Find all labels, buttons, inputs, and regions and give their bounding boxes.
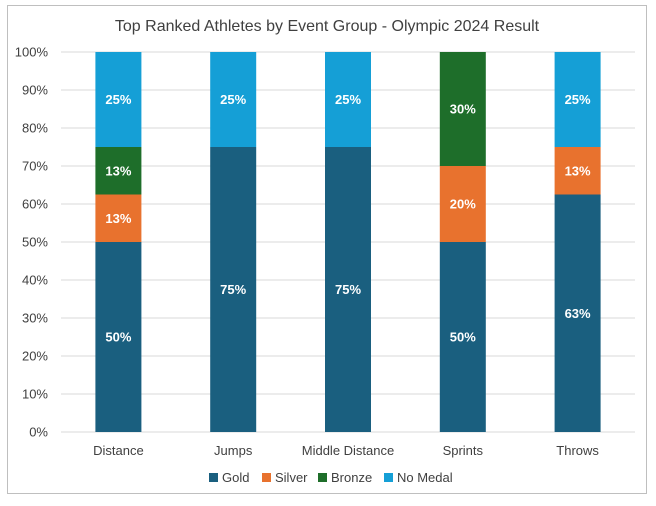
y-tick-label: 90% [22, 83, 48, 98]
x-tick-label: Middle Distance [302, 443, 395, 458]
x-tick-label: Jumps [214, 443, 253, 458]
data-label: 75% [335, 282, 361, 297]
legend-swatch [262, 473, 271, 482]
data-label: 25% [220, 92, 246, 107]
legend-label: Bronze [331, 470, 372, 485]
legend-item: Silver [262, 470, 308, 485]
y-tick-label: 40% [22, 273, 48, 288]
legend-swatch [384, 473, 393, 482]
bar-bronze [95, 147, 142, 195]
bar-no-medal [554, 52, 601, 147]
data-labels: 50% 13% 13% 25% 75% 25% 75% 25% 50% 20% 30% 63% 13% 2… [105, 92, 591, 345]
x-tick-label: Distance [93, 443, 144, 458]
data-label: 63% [565, 306, 591, 321]
legend: Gold Silver Bronze No Medal [209, 470, 453, 485]
data-label: 25% [565, 92, 591, 107]
data-label: 13% [565, 163, 591, 178]
y-tick-label: 60% [22, 197, 48, 212]
data-label: 13% [105, 163, 131, 178]
bar-no-medal [325, 52, 371, 147]
y-tick-label: 0% [29, 425, 48, 440]
legend-item: Bronze [318, 470, 372, 485]
legend-label: Gold [222, 470, 249, 485]
bar-silver [95, 194, 142, 242]
data-label: 13% [105, 211, 131, 226]
chart-title: Top Ranked Athletes by Event Group - Oly… [115, 18, 540, 35]
y-tick-label: 30% [22, 311, 48, 326]
data-label: 50% [450, 330, 476, 345]
bar-silver [439, 166, 486, 242]
data-label: 75% [220, 282, 246, 297]
x-axis-ticks: Distance Jumps Middle Distance Sprints Throw… [93, 443, 599, 458]
bar-gold [95, 242, 142, 432]
bar-bronze [439, 52, 486, 166]
legend-swatch [209, 473, 218, 482]
bar-gold [439, 242, 486, 432]
bar-no-medal [95, 52, 142, 147]
legend-item: Gold [209, 470, 249, 485]
x-tick-label: Sprints [443, 443, 484, 458]
data-label: 50% [105, 330, 131, 345]
data-label: 30% [450, 102, 476, 117]
y-tick-label: 50% [22, 235, 48, 250]
bar-silver [554, 147, 601, 195]
bar-gold [325, 147, 371, 432]
data-label: 20% [450, 197, 476, 212]
data-label: 25% [105, 92, 131, 107]
y-axis-ticks: 0% 10% 20% 30% 40% 50% 60% 70% 80% 90% 100% [15, 45, 49, 440]
bars [95, 52, 601, 432]
y-tick-label: 80% [22, 121, 48, 136]
legend-swatch [318, 473, 327, 482]
bar-no-medal [210, 52, 257, 147]
bar-gold [210, 147, 257, 432]
y-tick-label: 70% [22, 159, 48, 174]
legend-item: No Medal [384, 470, 453, 485]
bar-gold [554, 194, 601, 432]
y-tick-label: 10% [22, 387, 48, 402]
y-tick-label: 100% [15, 45, 49, 60]
legend-label: No Medal [397, 470, 453, 485]
legend-label: Silver [275, 470, 308, 485]
data-label: 25% [335, 92, 361, 107]
x-tick-label: Throws [556, 443, 599, 458]
y-tick-label: 20% [22, 349, 48, 364]
